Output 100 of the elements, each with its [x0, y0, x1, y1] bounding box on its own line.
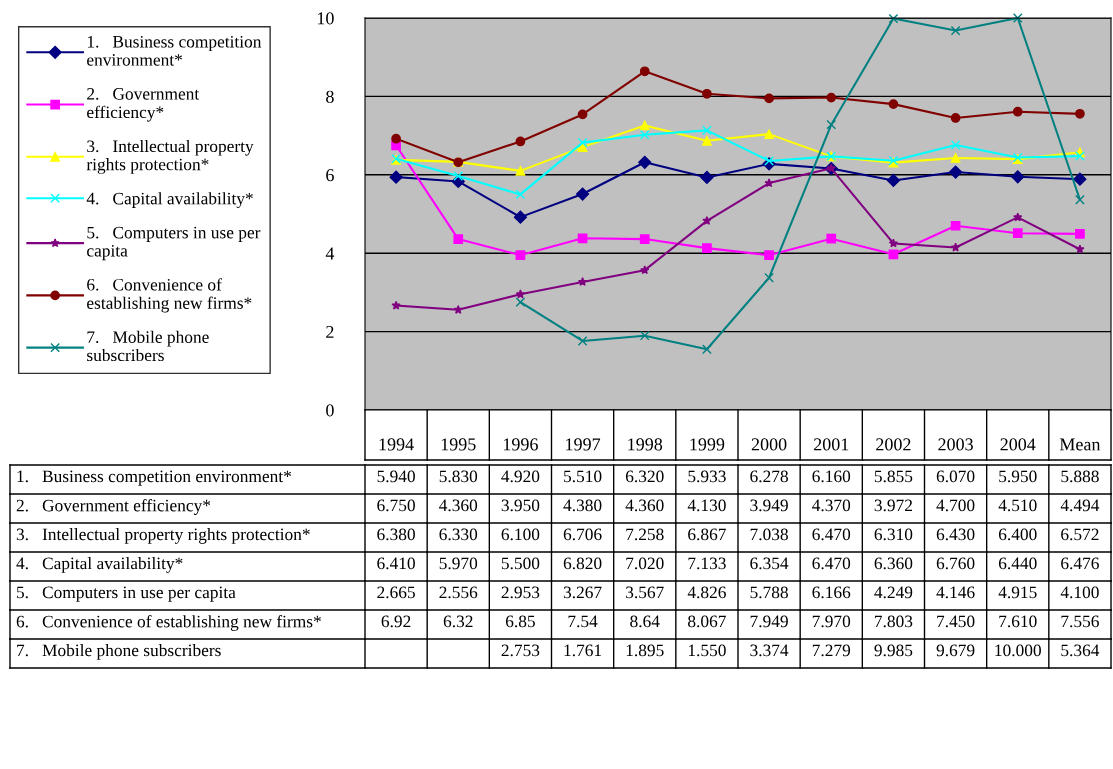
data-label: 6.380 — [377, 528, 415, 541]
data-label: 2.665 — [377, 586, 415, 599]
y-tick-label: 4 — [325, 247, 335, 260]
data-label: 7.556 — [1061, 615, 1099, 628]
data-label: 3.567 — [626, 586, 664, 599]
data-label: 10.000 — [995, 644, 1041, 657]
data-label: 7.970 — [812, 615, 851, 628]
data-label: 6.278 — [750, 470, 788, 483]
data-label: 4.370 — [812, 499, 851, 512]
y-tick-label: 0 — [326, 404, 334, 417]
y-tick-label: 10 — [317, 12, 334, 25]
data-label: 6.354 — [750, 557, 789, 570]
data-label: 7.133 — [688, 557, 726, 570]
data-label: 5.940 — [377, 470, 415, 483]
data-label: 7.54 — [568, 615, 598, 628]
data-label: 2.753 — [501, 644, 540, 657]
data-label: 6.476 — [1061, 557, 1099, 570]
legend-label: 2. Government efficiency* — [87, 88, 200, 122]
data-label: 6.92 — [381, 615, 411, 628]
data-label: 6.400 — [998, 528, 1037, 541]
data-label: 4.380 — [563, 499, 602, 512]
data-label: 6.85 — [505, 615, 535, 628]
text: 7. Mobile phone subscribers — [17, 644, 221, 660]
data-label: 7.610 — [999, 615, 1037, 628]
data-label: 4.826 — [687, 586, 726, 599]
x-tick-label: 2004 — [1000, 438, 1036, 451]
x-tick-label: 1994 — [379, 438, 414, 451]
data-label: 1.550 — [688, 644, 726, 657]
text: 5. Computers in use per capita — [17, 586, 236, 602]
data-label: 5.364 — [1061, 644, 1100, 657]
x-tick-label: 2001 — [813, 438, 849, 451]
data-label: 1.895 — [626, 644, 664, 657]
data-label: 7.258 — [626, 528, 664, 541]
data-label: 4.146 — [936, 586, 975, 599]
data-label: 5.933 — [688, 470, 726, 483]
data-label: 7.020 — [626, 557, 664, 570]
x-tick-label: 1999 — [690, 438, 725, 451]
data-label: 6.572 — [1061, 528, 1099, 541]
x-tick-label: 1995 — [441, 438, 476, 451]
data-label: 6.867 — [688, 528, 726, 541]
data-label: 6.32 — [443, 615, 473, 628]
data-label: 6.430 — [936, 528, 975, 541]
data-label: 8.64 — [630, 615, 660, 628]
data-label: 6.160 — [812, 470, 851, 483]
data-label: 1.761 — [564, 644, 602, 657]
data-label: 6.440 — [998, 557, 1037, 570]
x-tick-label: 1998 — [628, 438, 663, 451]
data-label: 5.500 — [501, 557, 540, 570]
x-tick-label: 1997 — [566, 438, 601, 451]
data-label: 3.267 — [563, 586, 602, 599]
x-tick-label: 2000 — [751, 438, 787, 451]
data-label: 6.070 — [936, 470, 975, 483]
data-label: 4.494 — [1060, 499, 1100, 512]
y-tick-label: 2 — [326, 325, 334, 338]
data-label: 5.830 — [439, 470, 478, 483]
data-label: 4.249 — [874, 586, 913, 599]
data-label: 3.950 — [501, 499, 540, 512]
y-tick-label: 6 — [326, 169, 334, 182]
text: 4. Capital availability* — [16, 557, 183, 573]
data-label: 2.953 — [501, 586, 540, 599]
data-label: 6.330 — [439, 528, 478, 541]
data-label: 6.360 — [874, 557, 913, 570]
data-label: 4.360 — [625, 499, 664, 512]
data-label: 5.788 — [750, 586, 788, 599]
data-label: 5.950 — [999, 470, 1037, 483]
text: 2. Government efficiency* — [16, 499, 211, 515]
data-label: 6.470 — [812, 557, 851, 570]
data-label: 3.949 — [750, 499, 788, 512]
data-label: 6.410 — [377, 557, 415, 570]
data-label: 7.038 — [750, 528, 788, 541]
data-label: 6.100 — [501, 528, 540, 541]
data-label: 4.915 — [998, 586, 1037, 599]
data-label: 7.803 — [875, 615, 913, 628]
legend-label: 7. Mobile phone subscribers — [87, 330, 209, 362]
data-label: 4.700 — [936, 499, 975, 512]
legend-label: 3. Intellectual property rights protection* — [86, 139, 254, 174]
data-label: 6.750 — [377, 499, 415, 512]
data-label: 7.450 — [937, 615, 975, 628]
data-label: 6.760 — [936, 557, 975, 570]
x-tick-label: Mean — [1059, 438, 1101, 451]
data-label: 4.360 — [439, 499, 478, 512]
data-label: 7.279 — [812, 644, 851, 657]
data-label: 3.374 — [750, 644, 789, 657]
x-tick-label: 2002 — [876, 438, 911, 451]
data-label: 5.855 — [874, 470, 913, 483]
data-label: 9.985 — [874, 644, 913, 657]
data-label: 7.949 — [750, 615, 788, 628]
data-label: 5.888 — [1061, 470, 1099, 483]
y-tick-label: 8 — [326, 90, 334, 103]
data-label: 6.166 — [812, 586, 851, 599]
data-label: 5.970 — [439, 557, 478, 570]
data-label: 4.100 — [1060, 586, 1099, 599]
data-label: 2.556 — [439, 586, 478, 599]
data-label: 6.706 — [563, 528, 602, 541]
data-label: 6.470 — [812, 528, 851, 541]
data-label: 6.820 — [563, 557, 602, 570]
data-label: 4.920 — [501, 470, 540, 483]
data-label: 9.679 — [936, 644, 975, 657]
legend-label: 1. Business competition environment* — [87, 35, 262, 66]
data-label: 3.972 — [874, 499, 912, 512]
